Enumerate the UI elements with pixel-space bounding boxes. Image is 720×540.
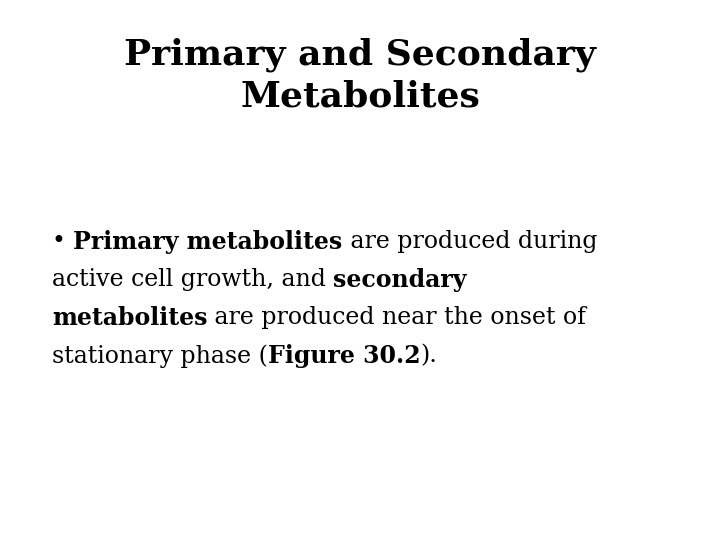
Text: are produced during: are produced during [343, 230, 597, 253]
Text: are produced near the onset of: are produced near the onset of [207, 306, 586, 329]
Text: Figure 30.2: Figure 30.2 [268, 344, 420, 368]
Text: metabolites: metabolites [52, 306, 207, 330]
Text: active cell growth, and: active cell growth, and [52, 268, 333, 291]
Text: secondary: secondary [333, 268, 467, 292]
Text: Primary and Secondary
Metabolites: Primary and Secondary Metabolites [124, 38, 596, 113]
Text: ).: ). [420, 344, 437, 367]
Text: Primary metabolites: Primary metabolites [73, 230, 343, 254]
Text: stationary phase (: stationary phase ( [52, 344, 268, 368]
Text: •: • [52, 230, 73, 253]
